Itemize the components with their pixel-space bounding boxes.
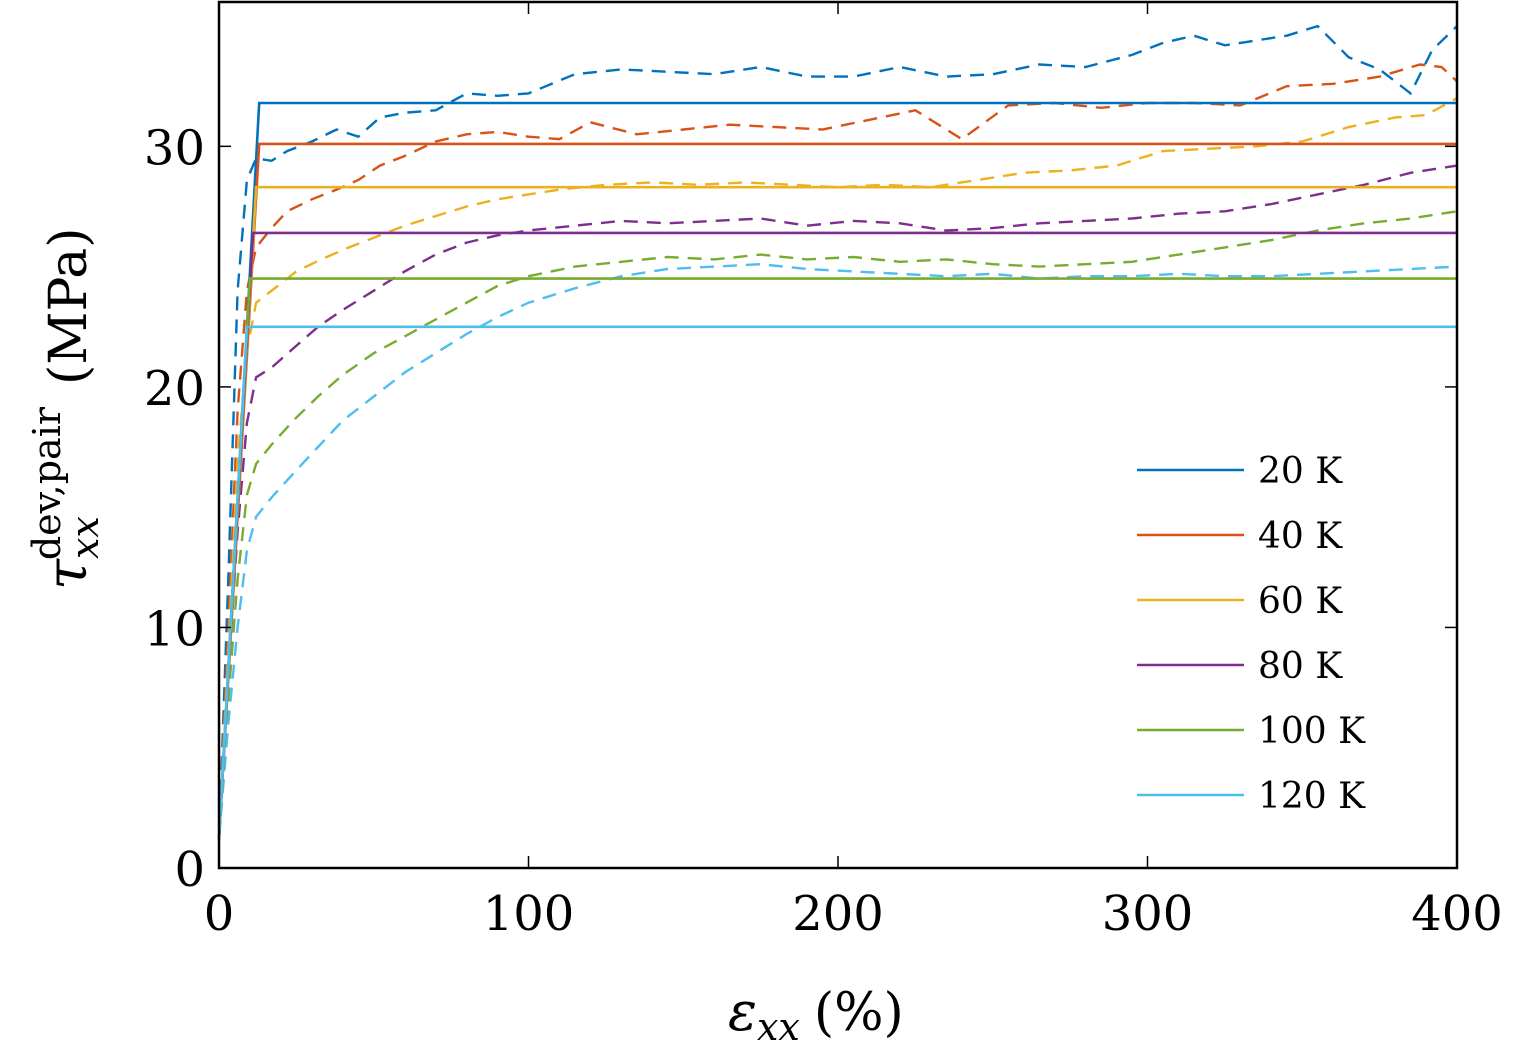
- x-tick-label: 400: [1411, 886, 1503, 942]
- x-axis-label: εxx (%): [728, 980, 904, 1049]
- y-axis-symbol: τ: [35, 558, 100, 590]
- x-axis-subscript: xx: [757, 1005, 800, 1049]
- series-simulation-1: [217, 63, 1458, 840]
- x-axis-unit: (%): [814, 983, 904, 1043]
- legend: 20 K 40 K 60 K 80 K 100 K 120 K: [1137, 451, 1366, 817]
- x-tick-label: 200: [792, 886, 884, 942]
- y-axis-superscript: dev,pair: [25, 406, 69, 560]
- plot-lines: [217, 24, 1458, 840]
- legend-label: 40 K: [1258, 516, 1343, 557]
- x-axis-symbol: ε: [728, 980, 757, 1043]
- y-tick-label: 20: [144, 361, 205, 417]
- y-tick-label: 0: [174, 842, 205, 898]
- y-tick-label: 10: [144, 601, 205, 657]
- x-tick-label: 0: [204, 886, 235, 942]
- series-fit-5: [217, 325, 1457, 840]
- y-axis-unit: (MPa): [39, 228, 99, 385]
- legend-label: 60 K: [1258, 581, 1343, 622]
- series-simulation-4: [217, 210, 1458, 840]
- y-tick-label: 30: [144, 120, 205, 176]
- y-axis-label: τxxdev,pair (MPa): [25, 228, 107, 591]
- x-tick-label: 100: [483, 886, 575, 942]
- plot-frame: [217, 0, 1459, 870]
- legend-label: 80 K: [1258, 646, 1343, 687]
- legend-label: 20 K: [1258, 451, 1343, 492]
- legend-label: 100 K: [1258, 711, 1366, 752]
- tick-labels: 0 100 200 300 400 0 10 20 30: [144, 120, 1503, 942]
- y-axis-subscript: xx: [63, 516, 107, 559]
- series-simulation-5: [217, 262, 1458, 840]
- series-simulation-2: [217, 97, 1458, 840]
- x-tick-label: 300: [1102, 886, 1194, 942]
- legend-label: 120 K: [1258, 776, 1366, 817]
- series-simulation-0: [217, 24, 1458, 840]
